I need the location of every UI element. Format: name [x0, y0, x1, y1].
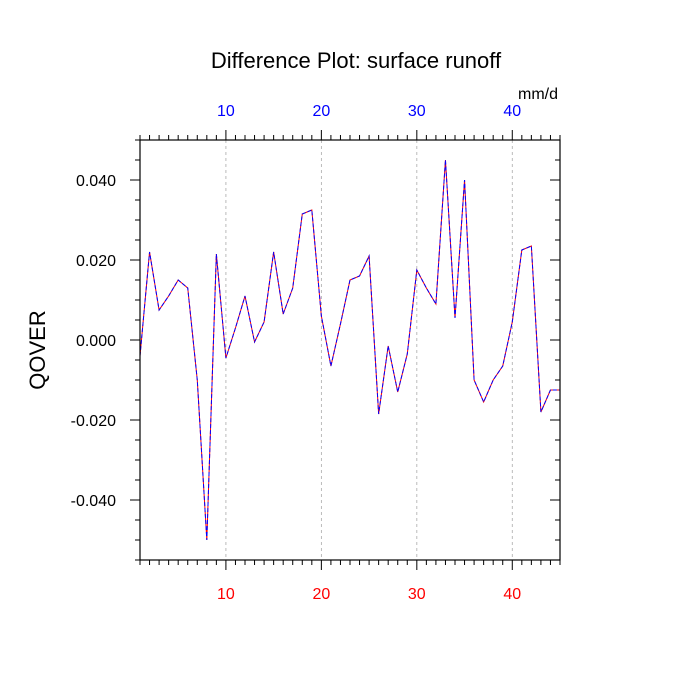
- y-tick-label: 0.020: [76, 253, 116, 270]
- y-tick-label: 0.040: [76, 173, 116, 190]
- x-tick-label-bottom: 40: [503, 586, 521, 603]
- series-lines: [139, 159, 560, 541]
- x-gridlines: [225, 140, 513, 560]
- x-tick-label-top: 30: [408, 103, 426, 120]
- x-tick-label-top: 20: [312, 103, 330, 120]
- x-tick-label-top: 10: [217, 103, 235, 120]
- axis-tick-labels: 10 10 20 20 30 30 40 40 -0.040 -0.020 0.000 0.020 0.…: [71, 103, 522, 603]
- y-tick-label: -0.020: [71, 413, 116, 430]
- y-tick-label: 0.000: [76, 333, 116, 350]
- y-tick-label: -0.040: [71, 493, 116, 510]
- units-label: mm/d: [518, 86, 558, 103]
- x-tick-label-bottom: 30: [408, 586, 426, 603]
- series-line-primary: [139, 159, 560, 541]
- x-tick-label-bottom: 20: [312, 586, 330, 603]
- axis-ticks: [130, 130, 561, 570]
- series-line-overlay: [139, 159, 560, 541]
- plot-frame: [139, 139, 561, 561]
- chart-title: Difference Plot: surface runoff: [211, 48, 502, 73]
- y-axis-label: QOVER: [25, 310, 50, 389]
- x-tick-label-top: 40: [503, 103, 521, 120]
- x-tick-label-bottom: 10: [217, 586, 235, 603]
